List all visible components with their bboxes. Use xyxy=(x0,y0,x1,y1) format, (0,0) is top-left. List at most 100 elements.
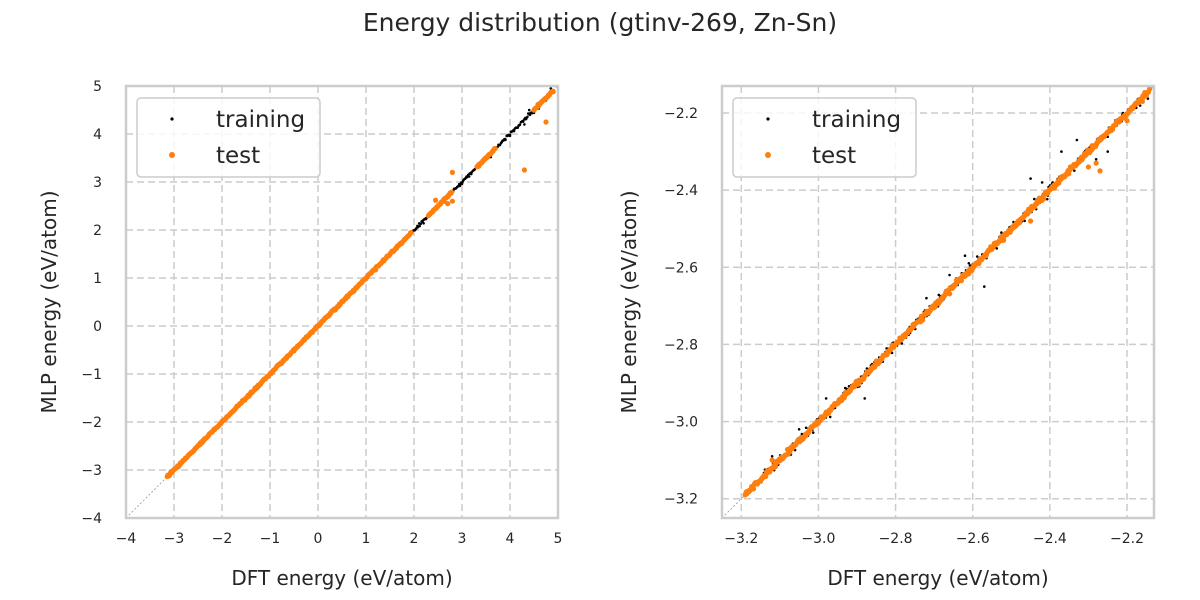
legend-marker-training xyxy=(766,117,770,121)
training-point xyxy=(1040,181,1044,184)
legend-box xyxy=(732,97,917,178)
test-point xyxy=(1124,118,1130,124)
y-tick-label: −4 xyxy=(81,511,102,527)
y-tick-label: 3 xyxy=(93,175,102,191)
test-point xyxy=(769,457,775,463)
training-point xyxy=(467,175,471,178)
test-point xyxy=(947,291,953,297)
training-point xyxy=(1094,157,1098,161)
test-point xyxy=(291,348,297,354)
test-point xyxy=(792,442,798,448)
training-point xyxy=(963,254,967,258)
x-tick-label: −3.2 xyxy=(724,531,758,547)
training-point xyxy=(418,224,421,228)
x-tick-label: 4 xyxy=(506,531,515,547)
training-point xyxy=(925,296,928,300)
y-tick-label: 4 xyxy=(93,127,102,143)
test-point xyxy=(750,486,757,492)
x-tick-label: 0 xyxy=(314,531,323,547)
training-point xyxy=(1045,197,1049,201)
training-point xyxy=(995,247,999,250)
training-point xyxy=(1073,169,1076,172)
test-point xyxy=(408,230,414,236)
x-tick-label: −4 xyxy=(116,531,137,547)
test-point xyxy=(433,197,439,203)
test-point xyxy=(449,189,455,195)
training-point xyxy=(811,431,815,434)
training-point xyxy=(526,115,529,119)
training-point xyxy=(512,129,516,133)
test-point xyxy=(449,198,455,204)
training-point xyxy=(800,432,804,436)
data-points xyxy=(742,86,1153,498)
training-point xyxy=(470,172,473,176)
x-axis-label: DFT energy (eV/atom) xyxy=(231,566,452,590)
x-tick-label: −3 xyxy=(164,531,185,547)
test-point xyxy=(1139,98,1146,105)
test-point xyxy=(1085,164,1092,170)
y-tick-label: 5 xyxy=(93,79,102,95)
test-point xyxy=(536,101,542,107)
y-tick-label: −2.2 xyxy=(664,106,698,122)
test-point xyxy=(1097,168,1103,174)
training-point xyxy=(518,123,522,126)
legend-marker-training xyxy=(170,117,174,121)
y-tick-label: 1 xyxy=(93,271,102,287)
training-point xyxy=(975,255,979,258)
test-point xyxy=(445,201,451,207)
x-tick-label: −1 xyxy=(260,531,281,547)
training-point xyxy=(527,108,531,112)
y-tick-label: −2 xyxy=(81,415,102,431)
y-tick-label: −3 xyxy=(81,463,102,479)
training-point xyxy=(504,138,507,142)
test-point xyxy=(1041,196,1047,202)
training-point xyxy=(863,397,867,400)
data-points xyxy=(164,87,556,480)
legend-label-training: training xyxy=(812,107,901,133)
legend-marker-test xyxy=(169,152,175,158)
training-point xyxy=(419,222,422,226)
training-point xyxy=(465,175,469,179)
y-axis-label: MLP energy (eV/atom) xyxy=(37,190,61,413)
x-axis-label: DFT energy (eV/atom) xyxy=(827,566,1048,590)
training-point xyxy=(982,285,986,288)
x-tick-label: 2 xyxy=(410,531,419,547)
y-tick-label: −2.4 xyxy=(664,183,698,199)
training-point xyxy=(804,426,808,430)
y-tick-label: −2.6 xyxy=(664,260,698,276)
training-point xyxy=(1032,197,1036,201)
test-point xyxy=(543,119,549,125)
test-point xyxy=(772,463,779,470)
axes-frame xyxy=(720,84,1156,520)
training-point xyxy=(948,273,951,277)
training-point xyxy=(1000,231,1003,234)
test-point xyxy=(1027,218,1034,224)
test-point xyxy=(521,167,528,173)
y-tick-label: −3.0 xyxy=(664,415,698,431)
test-point xyxy=(1147,86,1153,92)
y-tick-label: −2.8 xyxy=(664,337,698,353)
training-point xyxy=(523,123,526,126)
x-tick-label: 1 xyxy=(362,531,371,547)
legend-box xyxy=(136,97,321,178)
x-tick-label: −2 xyxy=(212,531,233,547)
figure-title: Energy distribution (gtinv-269, Zn-Sn) xyxy=(362,8,838,37)
test-point xyxy=(449,169,455,175)
training-point xyxy=(1075,138,1079,142)
y-tick-label: 2 xyxy=(93,223,102,239)
training-point xyxy=(528,113,532,117)
training-point xyxy=(422,221,425,225)
y-tick-label: 0 xyxy=(93,319,102,335)
training-point xyxy=(1029,177,1032,180)
training-point xyxy=(530,111,534,115)
y-tick-label: −1 xyxy=(81,367,102,383)
legend-label-test: test xyxy=(216,143,260,169)
x-tick-label: −2.4 xyxy=(1033,531,1067,547)
test-point xyxy=(550,89,556,95)
training-point xyxy=(937,293,941,297)
x-tick-label: 3 xyxy=(458,531,467,547)
training-point xyxy=(516,126,520,129)
test-point xyxy=(373,267,379,273)
chart-panel-1: −4 −3 −2 −1 0 1 2 3 4 5 −4 −3 −2 −1 0 1 2 3 4 5 DFT energy (… xyxy=(37,79,562,590)
